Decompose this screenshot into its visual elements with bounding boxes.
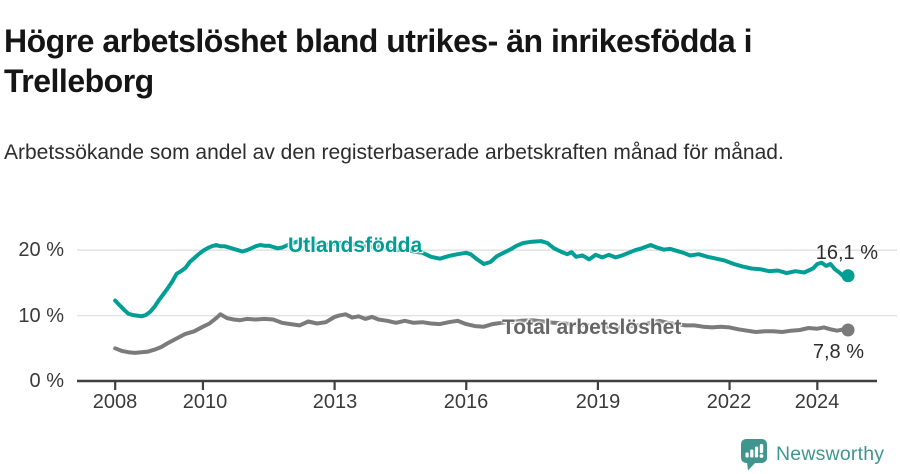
y-tick-10: 10 % — [18, 305, 64, 327]
x-tick-2016: 2016 — [443, 391, 489, 413]
end-value-utlandsfodda: 16,1 % — [815, 242, 878, 264]
series-end-dot — [841, 323, 855, 337]
x-tick-2008: 2008 — [92, 391, 138, 413]
y-tick-20: 20 % — [18, 239, 64, 261]
x-tick-2010: 2010 — [182, 391, 228, 413]
newsworthy-logo[interactable]: Newsworthy — [740, 437, 884, 471]
chart-subtitle: Arbetssökande som andel av den registerb… — [4, 141, 784, 164]
end-value-total: 7,8 % — [812, 341, 864, 363]
series-label-total: Total arbetslöshet — [502, 316, 682, 339]
x-tick-2013: 2013 — [312, 391, 358, 413]
y-tick-0: 0 % — [29, 370, 64, 392]
series-line-total-arbetsl-shet — [113, 312, 850, 355]
series-end-dot — [841, 269, 855, 283]
newsworthy-bubble-icon — [741, 438, 767, 470]
series-line-utlandsf-dda — [113, 239, 850, 319]
x-tick-2022: 2022 — [706, 391, 752, 413]
newsworthy-wordmark: Newsworthy — [776, 442, 885, 465]
page-title: Högre arbetslöshet bland utrikes- än inr… — [4, 23, 753, 100]
x-tick-2019: 2019 — [575, 391, 621, 413]
series-label-utlandsfodda: Utlandsfödda — [288, 234, 423, 257]
x-tick-2024: 2024 — [794, 391, 840, 413]
